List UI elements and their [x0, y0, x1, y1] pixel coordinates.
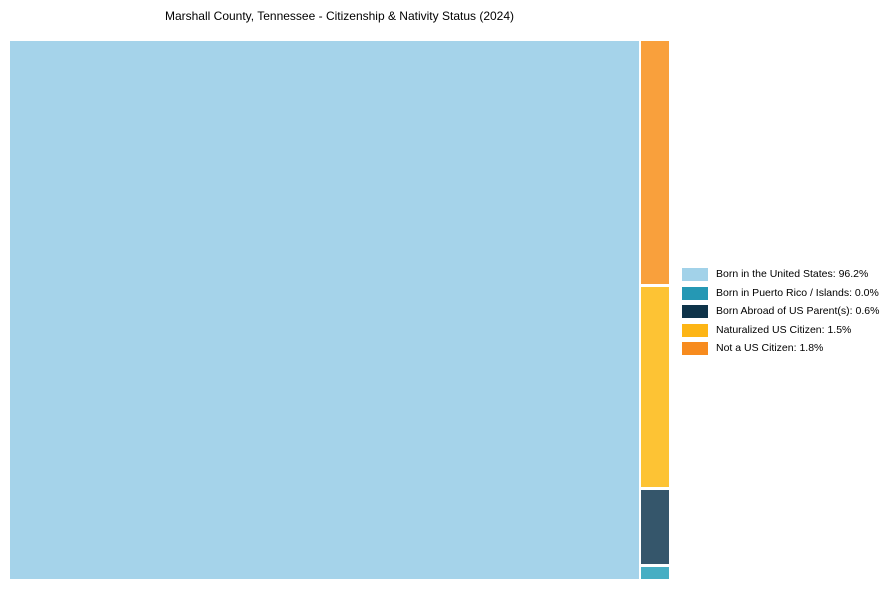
- legend: Born in the United States: 96.2% Born in …: [682, 268, 879, 361]
- legend-label: Born in Puerto Rico / Islands: 0.0%: [716, 286, 879, 299]
- treemap-rect-born-puerto-rico-islands: [641, 567, 669, 579]
- legend-swatch: [682, 305, 708, 318]
- legend-label: Naturalized US Citizen: 1.5%: [716, 323, 852, 336]
- legend-item-born-in-us: Born in the United States: 96.2%: [682, 268, 879, 281]
- treemap-plot: [10, 41, 669, 579]
- legend-swatch: [682, 268, 708, 281]
- legend-label: Not a US Citizen: 1.8%: [716, 342, 824, 354]
- legend-item-born-abroad-us-parents: Born Abroad of US Parent(s): 0.6%: [682, 305, 879, 318]
- legend-item-born-puerto-rico-islands: Born in Puerto Rico / Islands: 0.0%: [682, 286, 879, 300]
- treemap-rect-naturalized-us-citizen: [641, 287, 669, 487]
- legend-swatch: [682, 342, 708, 355]
- treemap-rect-born-abroad-us-parents: [641, 490, 669, 564]
- legend-item-not-us-citizen: Not a US Citizen: 1.8%: [682, 342, 879, 355]
- legend-item-naturalized-us-citizen: Naturalized US Citizen: 1.5%: [682, 323, 879, 337]
- chart-title: Marshall County, Tennessee - Citizenship…: [164, 9, 515, 23]
- legend-swatch: [682, 286, 708, 300]
- legend-swatch: [682, 323, 708, 337]
- treemap-rect-born-in-us: [10, 41, 639, 579]
- legend-label: Born Abroad of US Parent(s): 0.6%: [716, 305, 880, 317]
- legend-label: Born in the United States: 96.2%: [716, 268, 869, 280]
- treemap-rect-not-us-citizen: [641, 41, 669, 284]
